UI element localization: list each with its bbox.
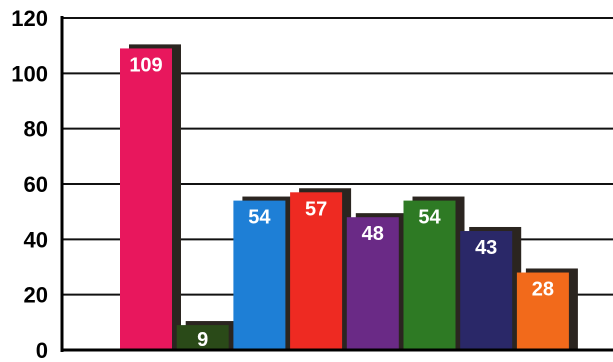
data-label-3: 57 — [305, 198, 327, 220]
y-tick-label-60: 60 — [24, 172, 48, 197]
bar-7 — [516, 272, 569, 350]
y-tick-label-0: 0 — [36, 338, 48, 362]
data-label-1: 9 — [197, 329, 208, 351]
y-tick-label-100: 100 — [11, 61, 48, 86]
bar-1 — [176, 325, 229, 350]
y-tick-labels: 0 20 40 60 80 100 120 — [11, 6, 48, 362]
y-tick-label-120: 120 — [11, 6, 48, 31]
bar-3 — [290, 192, 343, 350]
data-label-4: 48 — [362, 223, 384, 245]
y-tick-label-20: 20 — [24, 283, 48, 308]
bar-5 — [403, 200, 456, 350]
bar-2 — [233, 200, 286, 350]
data-label-2: 54 — [248, 207, 271, 229]
bars — [120, 48, 569, 350]
y-tick-label-80: 80 — [24, 117, 48, 142]
data-label-6: 43 — [475, 237, 497, 259]
axes — [60, 16, 613, 352]
bar-6 — [460, 231, 513, 350]
data-label-0: 109 — [129, 54, 162, 76]
bar-0 — [120, 48, 172, 350]
data-labels: 109 9 54 57 48 54 43 28 — [129, 54, 554, 351]
data-label-7: 28 — [532, 279, 554, 301]
y-tick-label-40: 40 — [24, 227, 48, 252]
data-label-5: 54 — [418, 207, 441, 229]
bar-4 — [346, 217, 399, 350]
